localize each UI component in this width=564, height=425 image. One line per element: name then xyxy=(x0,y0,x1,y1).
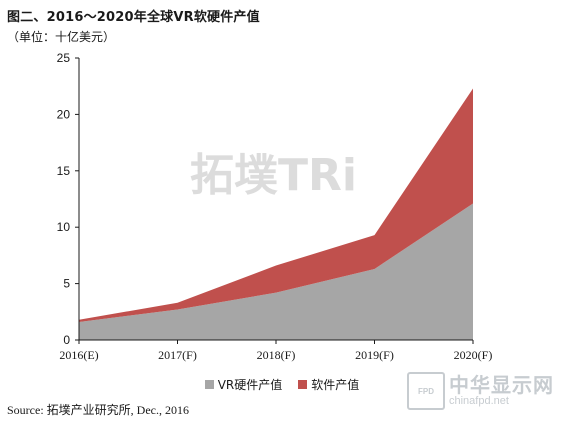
x-tick-label: 2019(F) xyxy=(355,348,394,362)
y-tick-label: 10 xyxy=(57,220,71,234)
source-note: Source: 拓墣产业研究所, Dec., 2016 xyxy=(7,403,189,417)
legend-swatch xyxy=(298,380,308,389)
legend-item: VR硬件产值 xyxy=(204,376,283,393)
series-area-1 xyxy=(79,88,473,322)
y-tick-label: 20 xyxy=(57,107,71,121)
x-tick-label: 2016(E) xyxy=(59,348,98,362)
watermark: 拓墣TRi xyxy=(190,150,357,201)
logo-name: 中华显示网 xyxy=(449,372,554,397)
logo-url: chinafpd.net xyxy=(449,394,509,407)
chart-unit: （单位：十亿美元） xyxy=(7,30,116,44)
y-tick-label: 15 xyxy=(57,164,71,178)
legend-label: VR硬件产值 xyxy=(217,378,283,392)
y-tick-label: 25 xyxy=(57,51,71,65)
x-tick-label: 2017(F) xyxy=(158,348,197,362)
chart-legend: VR硬件产值 软件产值 xyxy=(0,376,564,393)
legend-swatch xyxy=(204,380,214,389)
x-tick-label: 2020(F) xyxy=(454,348,493,362)
watermark-text: 拓墣TRi xyxy=(190,150,357,201)
y-tick-label: 0 xyxy=(63,333,70,347)
y-tick-label: 5 xyxy=(63,277,70,291)
x-tick-label: 2018(F) xyxy=(257,348,296,362)
fpd-logo-icon: FPD xyxy=(407,372,445,410)
site-logo: FPD 中华显示网 chinafpd.net xyxy=(407,372,554,410)
chart-title: 图二、2016～2020年全球VR软硬件产值 xyxy=(7,10,260,25)
legend-item: 软件产值 xyxy=(298,376,359,393)
legend-label: 软件产值 xyxy=(311,378,360,392)
series-area-0 xyxy=(79,203,473,340)
